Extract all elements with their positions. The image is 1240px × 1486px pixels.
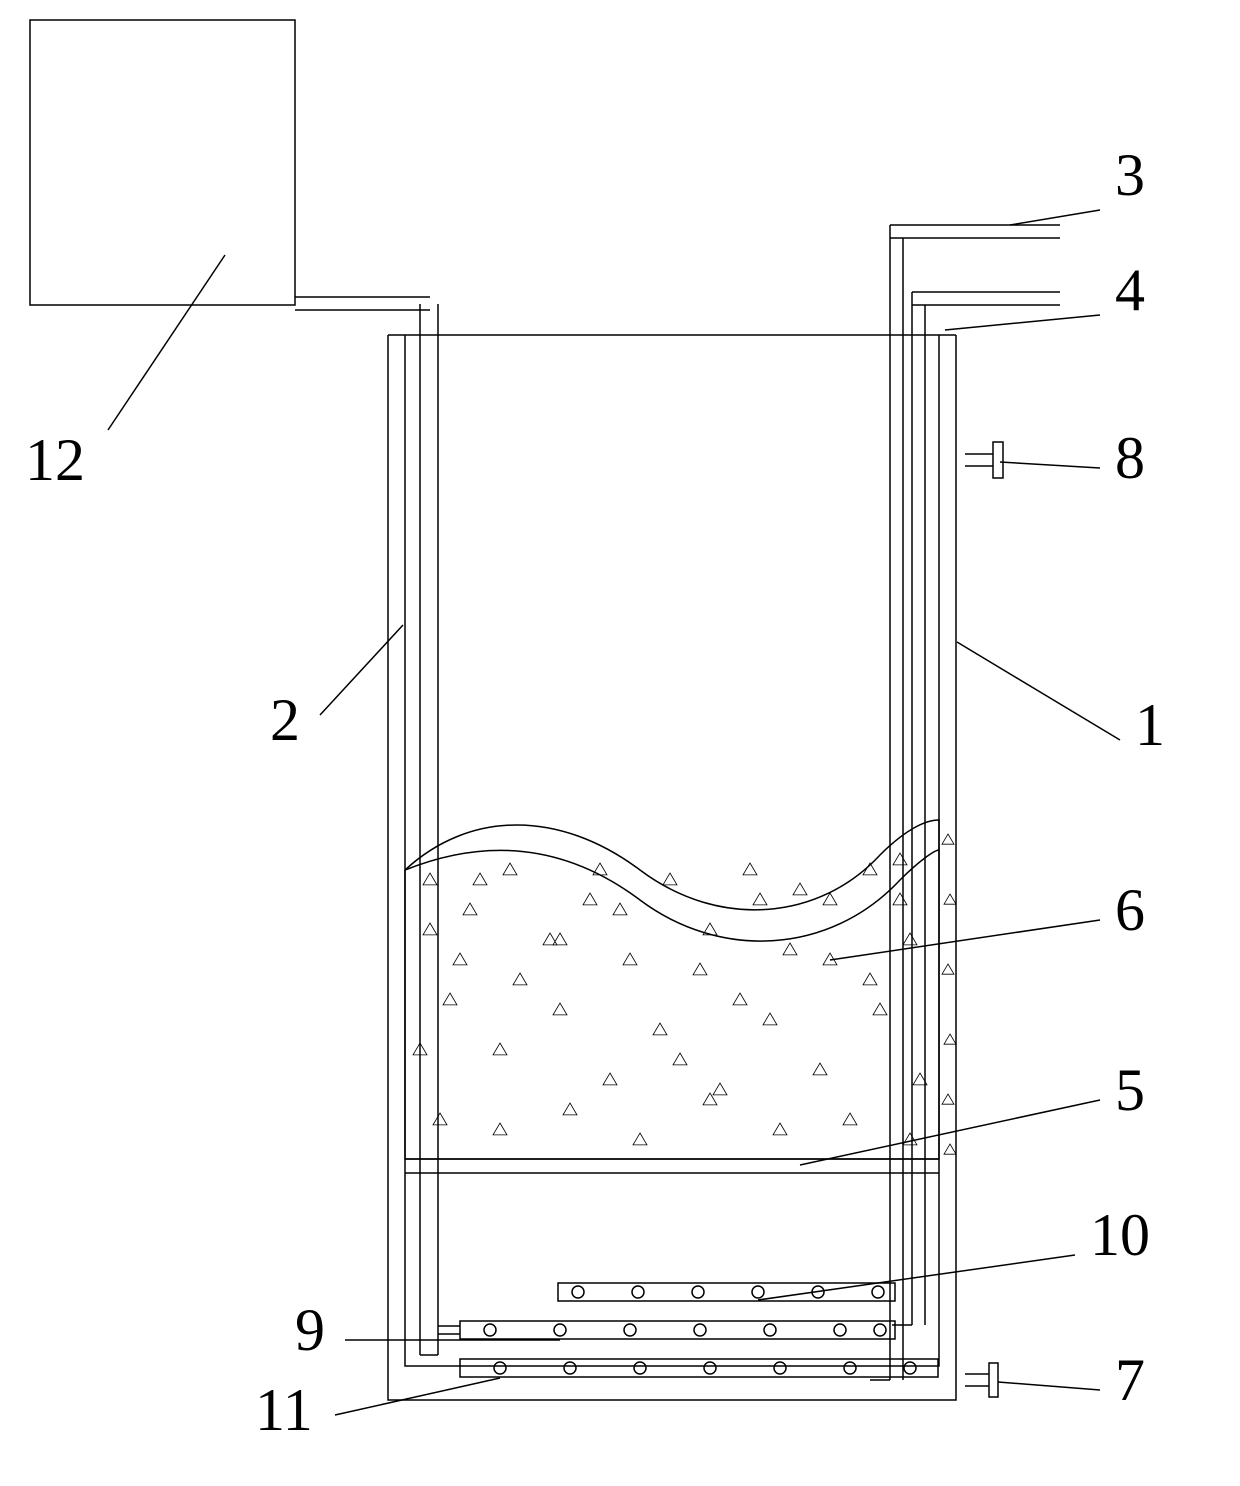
- label-9: 9: [295, 1297, 325, 1363]
- leader-11: [335, 1378, 500, 1415]
- callouts: 12 2 3 4 8 1 6 5 10 7 9 11: [25, 142, 1165, 1443]
- feed-to-sparger: [438, 1326, 460, 1334]
- label-1: 1: [1135, 692, 1165, 758]
- leader-1: [957, 642, 1120, 740]
- leader-3: [1010, 210, 1100, 225]
- external-unit: [30, 20, 295, 305]
- support-plate: [405, 1159, 939, 1173]
- pipe-4: [892, 292, 1060, 1325]
- port-7: [965, 1363, 998, 1397]
- leader-5: [800, 1100, 1100, 1165]
- sparger-11: [460, 1359, 938, 1377]
- port-8: [965, 442, 1003, 478]
- label-4: 4: [1115, 257, 1145, 323]
- label-11: 11: [255, 1377, 313, 1443]
- leader-2: [320, 625, 403, 715]
- sparger-10: [558, 1283, 895, 1301]
- packed-bed: [405, 820, 939, 1159]
- label-5: 5: [1115, 1057, 1145, 1123]
- leader-4: [945, 315, 1100, 330]
- feed-line: [295, 297, 438, 1355]
- leader-6: [830, 920, 1100, 960]
- sparger-9: [460, 1321, 895, 1339]
- leader-10: [758, 1255, 1075, 1300]
- pipe-3: [870, 225, 1060, 1380]
- label-8: 8: [1115, 425, 1145, 491]
- label-10: 10: [1090, 1202, 1150, 1268]
- leader-12: [108, 255, 225, 430]
- leader-8: [1000, 462, 1100, 468]
- diagram-canvas: 12 2 3 4 8 1 6 5 10 7 9 11: [0, 0, 1240, 1486]
- label-7: 7: [1115, 1347, 1145, 1413]
- label-2: 2: [270, 687, 300, 753]
- leader-7: [998, 1382, 1100, 1390]
- label-12: 12: [25, 427, 85, 493]
- label-6: 6: [1115, 877, 1145, 943]
- annulus-particles: [942, 834, 956, 1154]
- label-3: 3: [1115, 142, 1145, 208]
- vessel: [388, 335, 956, 1400]
